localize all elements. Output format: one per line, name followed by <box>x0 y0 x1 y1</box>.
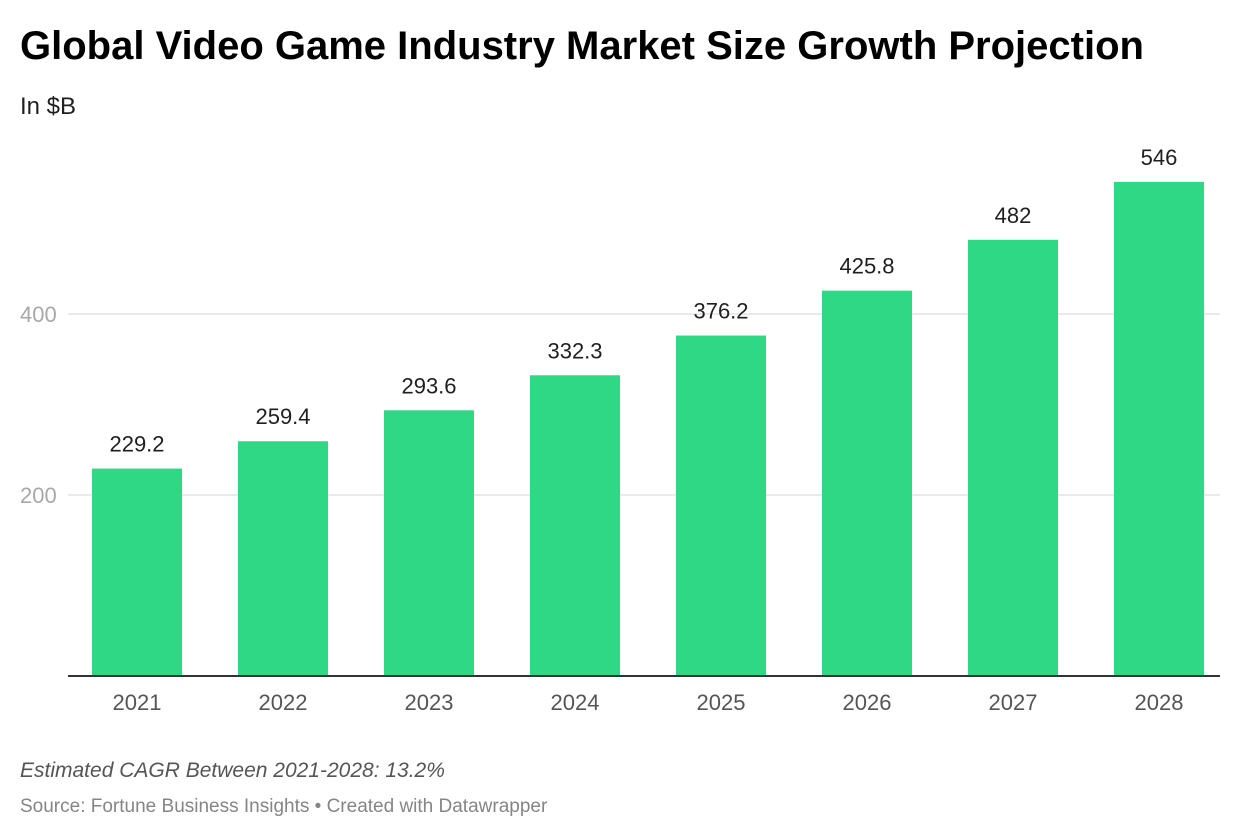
bar-2022 <box>238 441 328 676</box>
value-labels: 229.2 259.4 293.6 332.3 376.2 425.8 482 546 <box>109 145 1177 457</box>
chart-title: Global Video Game Industry Market Size G… <box>20 24 1144 68</box>
y-tick-label-400: 400 <box>20 302 57 327</box>
value-label-2022: 259.4 <box>255 404 310 429</box>
x-tick-label-2022: 2022 <box>259 690 308 715</box>
bar-2025 <box>676 335 766 676</box>
value-label-2027: 482 <box>995 203 1032 228</box>
value-label-2024: 332.3 <box>547 338 602 363</box>
bar-2023 <box>384 410 474 676</box>
chart-subtitle: In $B <box>20 93 77 120</box>
bar-2027 <box>968 239 1058 677</box>
value-label-2028: 546 <box>1141 145 1178 170</box>
x-tick-label-2026: 2026 <box>843 690 892 715</box>
y-axis-ticks: 200 400 <box>20 302 57 508</box>
value-label-2023: 293.6 <box>401 373 456 398</box>
bar-2026 <box>822 290 912 676</box>
x-tick-label-2023: 2023 <box>405 690 454 715</box>
bar-2024 <box>530 375 620 676</box>
value-label-2021: 229.2 <box>109 432 164 457</box>
bar-2028 <box>1114 181 1204 676</box>
x-tick-label-2024: 2024 <box>551 690 600 715</box>
x-tick-label-2021: 2021 <box>113 690 162 715</box>
x-tick-label-2027: 2027 <box>989 690 1038 715</box>
x-axis-ticks: 2021 2022 2023 2024 2025 2026 2027 2028 <box>113 690 1184 715</box>
x-tick-label-2025: 2025 <box>697 690 746 715</box>
value-label-2026: 425.8 <box>839 254 894 279</box>
bar-2021 <box>92 468 182 676</box>
y-tick-label-200: 200 <box>20 483 57 508</box>
source-credit: Source: Fortune Business Insights • Crea… <box>20 796 548 817</box>
value-label-2025: 376.2 <box>693 299 748 324</box>
cagr-note: Estimated CAGR Between 2021-2028: 13.2% <box>20 759 445 782</box>
x-tick-label-2028: 2028 <box>1135 690 1184 715</box>
bars <box>92 181 1204 677</box>
